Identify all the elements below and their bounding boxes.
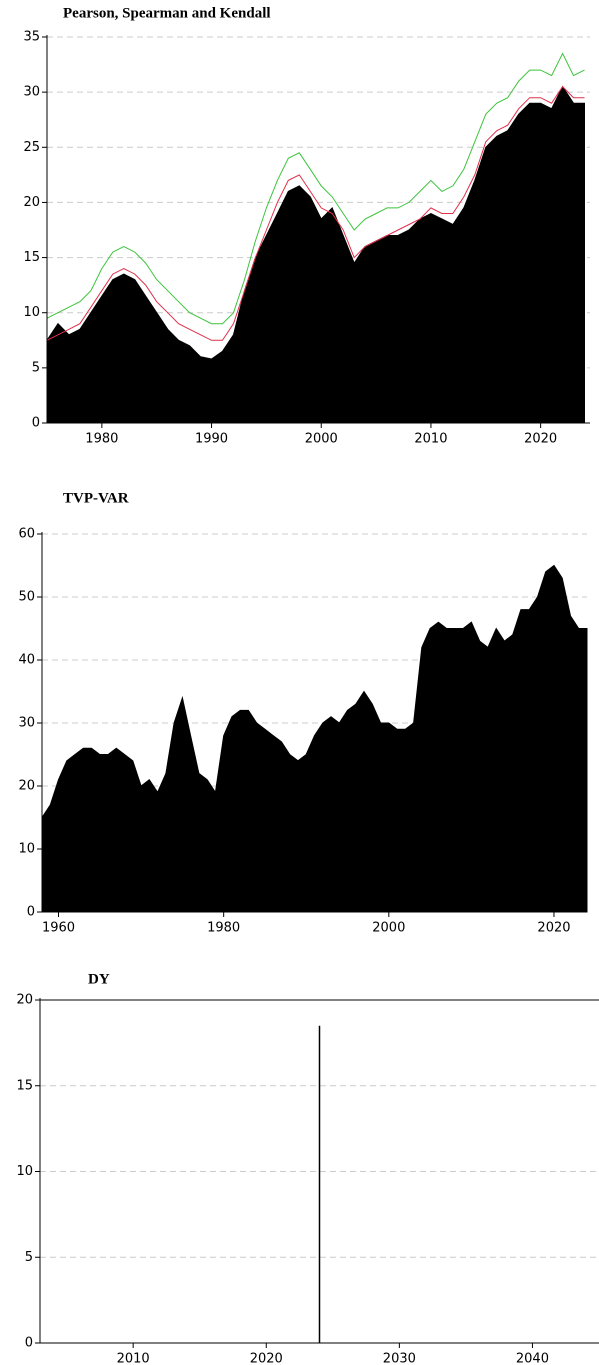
y-tick-label: 5 xyxy=(32,360,40,375)
x-tick-label: 2000 xyxy=(305,432,338,447)
line xyxy=(46,52,585,325)
area xyxy=(46,85,585,424)
y-tick-label: 0 xyxy=(27,905,35,920)
x-tick-label: 1980 xyxy=(85,432,118,447)
x-tick-label: 2020 xyxy=(250,1352,283,1365)
chart-title: Pearson, Spearman and Kendall xyxy=(63,5,271,21)
y-tick-label: 0 xyxy=(25,1336,33,1351)
y-tick-label: 60 xyxy=(18,527,35,542)
line xyxy=(46,85,585,341)
x-tick-label: 2000 xyxy=(372,921,405,936)
x-tick-label: 2040 xyxy=(516,1352,549,1365)
x-tick-label: 2010 xyxy=(117,1352,150,1365)
chart: DY 0 5 10 15 20 2010 2020 2030 2040 xyxy=(16,971,599,1365)
y-tick-label: 10 xyxy=(16,1164,33,1179)
y-tick-label: 20 xyxy=(23,195,40,210)
x-tick-label: 2020 xyxy=(524,432,557,447)
x-tick-label: 1980 xyxy=(207,921,240,936)
chart-title: TVP-VAR xyxy=(63,490,129,506)
y-tick-label: 30 xyxy=(23,85,40,100)
y-tick-label: 10 xyxy=(23,305,40,320)
y-tick-label: 50 xyxy=(18,590,35,605)
area xyxy=(41,564,588,913)
x-tick-label: 2020 xyxy=(537,921,570,936)
x-tick-label: 1960 xyxy=(42,921,75,936)
chart-title: DY xyxy=(88,971,110,987)
x-tick-label: 1990 xyxy=(195,432,228,447)
x-tick-label: 2030 xyxy=(383,1352,416,1365)
y-tick-label: 25 xyxy=(23,140,40,155)
chart: Pearson, Spearman and Kendall 0 5 10 15 20 25 3… xyxy=(23,5,590,447)
y-tick-label: 15 xyxy=(16,1078,33,1093)
y-tick-label: 0 xyxy=(32,416,40,431)
y-tick-label: 30 xyxy=(18,716,35,731)
y-tick-label: 15 xyxy=(23,250,40,265)
x-tick-label: 2010 xyxy=(414,432,447,447)
chart: TVP-VAR 0 10 20 30 40 50 60 1960 1980 2000 2020 xyxy=(18,490,588,936)
y-tick-label: 5 xyxy=(25,1250,33,1265)
y-tick-label: 10 xyxy=(18,842,35,857)
y-tick-label: 40 xyxy=(18,653,35,668)
y-tick-label: 20 xyxy=(18,779,35,794)
y-tick-label: 20 xyxy=(16,993,33,1008)
y-tick-label: 35 xyxy=(23,30,40,45)
